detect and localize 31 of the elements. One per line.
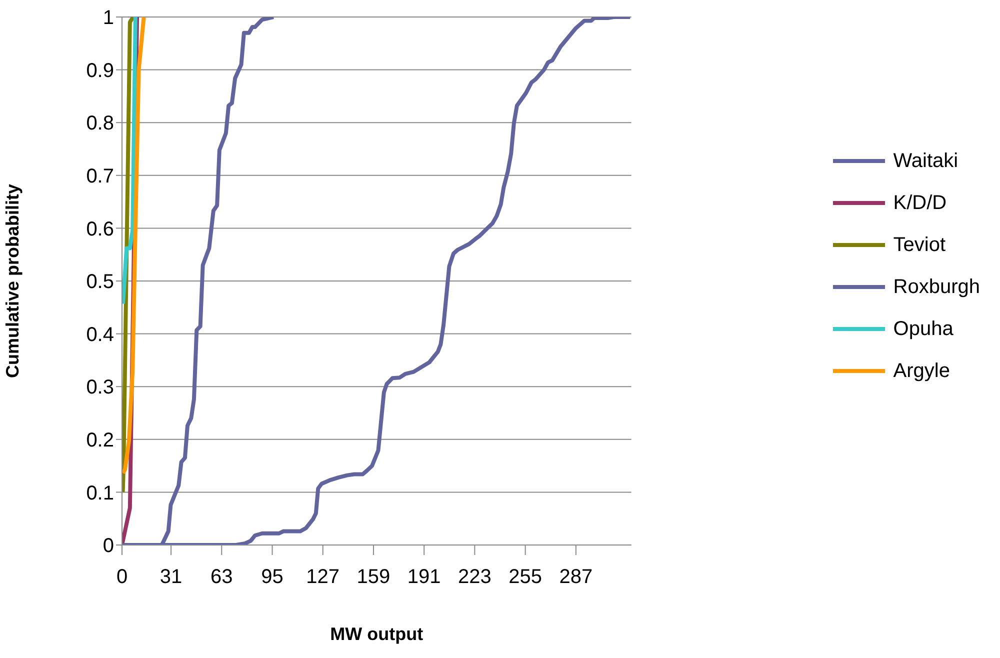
x-tick-label: 63 — [210, 566, 233, 588]
x-tick-label: 95 — [261, 566, 284, 588]
legend-label: Argyle — [893, 360, 950, 382]
x-tick-label: 255 — [508, 566, 542, 588]
line-series — [122, 17, 136, 494]
legend-label: Waitaki — [893, 150, 958, 172]
x-tick-label: 127 — [306, 566, 340, 588]
y-tick-label: 0.7 — [86, 166, 114, 188]
y-tick-label: 0.6 — [86, 218, 114, 240]
y-tick-label: 0.5 — [86, 271, 114, 294]
legend-label: K/D/D — [893, 192, 947, 214]
line-series — [122, 17, 146, 476]
legend-label: Opuha — [893, 318, 954, 340]
y-tick-label: 0.3 — [86, 376, 114, 399]
y-axis-title: Cumulative probability — [2, 184, 22, 378]
x-tick-label: 159 — [356, 566, 390, 588]
x-tick-label: 223 — [458, 566, 492, 588]
legend-label: Teviot — [893, 234, 946, 256]
y-tick-label: 0.2 — [86, 430, 114, 452]
y-tick-label: 0.9 — [86, 60, 114, 82]
y-tick-label: 0.1 — [86, 482, 114, 504]
x-tick-label: 191 — [407, 566, 441, 588]
y-tick-label: 1 — [102, 7, 114, 30]
x-axis-title: MW output — [330, 624, 424, 644]
x-tick-label: 31 — [160, 566, 182, 588]
line-series — [122, 17, 138, 306]
y-tick-label: 0.8 — [86, 112, 114, 135]
x-tick-label: 287 — [559, 566, 593, 588]
y-tick-label: 0 — [102, 535, 114, 558]
y-tick-label: 0.4 — [86, 324, 114, 346]
legend-label: Roxburgh — [893, 276, 980, 298]
